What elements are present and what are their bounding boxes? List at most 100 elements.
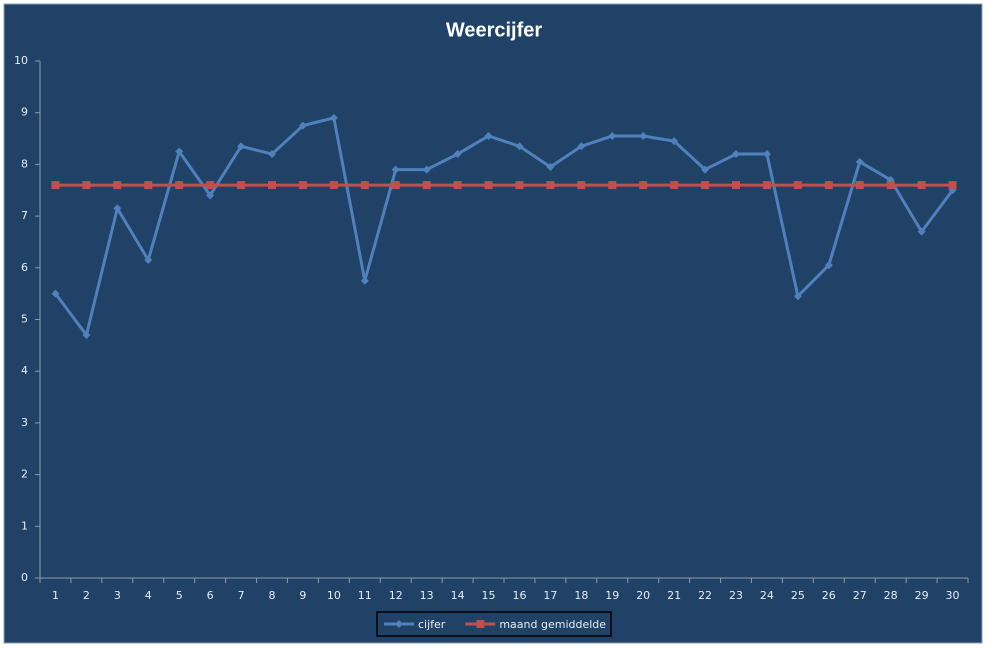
marker: [422, 165, 431, 174]
legend-label: cijfer: [418, 618, 446, 631]
x-tick-label: 17: [543, 589, 557, 602]
marker: [391, 181, 400, 190]
marker: [577, 181, 586, 190]
marker: [237, 142, 246, 151]
marker: [515, 181, 524, 190]
marker: [206, 191, 215, 200]
x-tick-label: 20: [636, 589, 650, 602]
marker: [732, 181, 740, 190]
x-tick-label: 5: [176, 589, 183, 602]
x-tick-label: 3: [114, 589, 121, 602]
legend-box: [376, 611, 612, 637]
x-tick-label: 29: [915, 589, 929, 602]
marker: [391, 165, 400, 174]
x-tick-label: 6: [207, 589, 214, 602]
marker: [82, 181, 91, 190]
legend-label: maand gemiddelde: [499, 618, 606, 631]
y-tick-label: 9: [21, 106, 28, 119]
marker: [51, 289, 60, 298]
marker: [175, 147, 184, 156]
marker: [515, 142, 524, 151]
marker: [886, 181, 895, 190]
marker: [453, 181, 462, 190]
marker: [395, 620, 403, 628]
marker: [206, 181, 215, 190]
marker: [546, 181, 555, 190]
marker: [762, 150, 771, 159]
x-tick-label: 26: [822, 589, 836, 602]
marker: [732, 150, 740, 159]
marker: [546, 162, 555, 171]
y-tick-label: 6: [21, 261, 28, 274]
y-tick-label: 0: [21, 571, 28, 584]
marker: [608, 131, 617, 140]
marker: [476, 620, 485, 628]
marker: [113, 181, 122, 190]
chart-title: Weercijfer: [446, 19, 543, 41]
marker: [268, 150, 276, 159]
x-tick-label: 27: [853, 589, 867, 602]
y-tick-label: 3: [21, 416, 28, 429]
x-tick-label: 4: [145, 589, 152, 602]
marker: [298, 121, 307, 130]
chart-background: [3, 3, 983, 644]
marker: [360, 181, 369, 190]
marker: [701, 165, 710, 174]
x-tick-label: 1: [52, 589, 59, 602]
marker: [577, 142, 586, 151]
x-tick-label: 16: [512, 589, 526, 602]
x-tick-label: 15: [482, 589, 496, 602]
marker: [484, 131, 493, 140]
x-tick-label: 14: [451, 589, 465, 602]
x-tick-label: 8: [269, 589, 276, 602]
marker: [670, 137, 679, 146]
x-tick-label: 22: [698, 589, 712, 602]
x-tick-label: 23: [729, 589, 743, 602]
x-tick-label: 21: [667, 589, 681, 602]
marker: [51, 181, 60, 190]
marker: [608, 181, 617, 190]
marker: [113, 204, 122, 213]
y-tick-label: 5: [21, 313, 28, 326]
marker: [855, 157, 864, 166]
marker: [793, 292, 802, 301]
marker: [329, 181, 338, 190]
marker: [298, 181, 307, 190]
marker: [422, 181, 431, 190]
marker: [639, 131, 648, 140]
marker: [144, 256, 153, 265]
marker: [639, 181, 648, 190]
y-tick-label: 2: [21, 468, 28, 481]
marker: [82, 331, 91, 340]
x-tick-label: 24: [760, 589, 774, 602]
y-tick-label: 4: [21, 364, 28, 377]
x-tick-label: 30: [946, 589, 960, 602]
marker: [824, 261, 833, 270]
x-tick-label: 28: [884, 589, 898, 602]
marker: [793, 181, 802, 190]
marker: [175, 181, 184, 190]
x-tick-label: 7: [238, 589, 245, 602]
x-tick-label: 2: [83, 589, 90, 602]
marker: [948, 181, 957, 190]
marker: [762, 181, 771, 190]
y-tick-label: 7: [21, 209, 28, 222]
marker: [917, 227, 926, 236]
x-tick-label: 13: [420, 589, 434, 602]
marker: [855, 181, 864, 190]
x-tick-label: 9: [299, 589, 306, 602]
x-tick-label: 18: [574, 589, 588, 602]
x-tick-label: 10: [327, 589, 341, 602]
y-tick-label: 1: [21, 519, 28, 532]
marker: [917, 181, 926, 190]
series-line: [54, 116, 954, 337]
marker: [453, 150, 462, 159]
y-tick-label: 8: [21, 157, 28, 170]
marker: [329, 113, 338, 122]
marker: [824, 181, 833, 190]
marker: [144, 181, 153, 190]
marker: [701, 181, 710, 190]
marker: [237, 181, 246, 190]
x-tick-label: 25: [791, 589, 805, 602]
